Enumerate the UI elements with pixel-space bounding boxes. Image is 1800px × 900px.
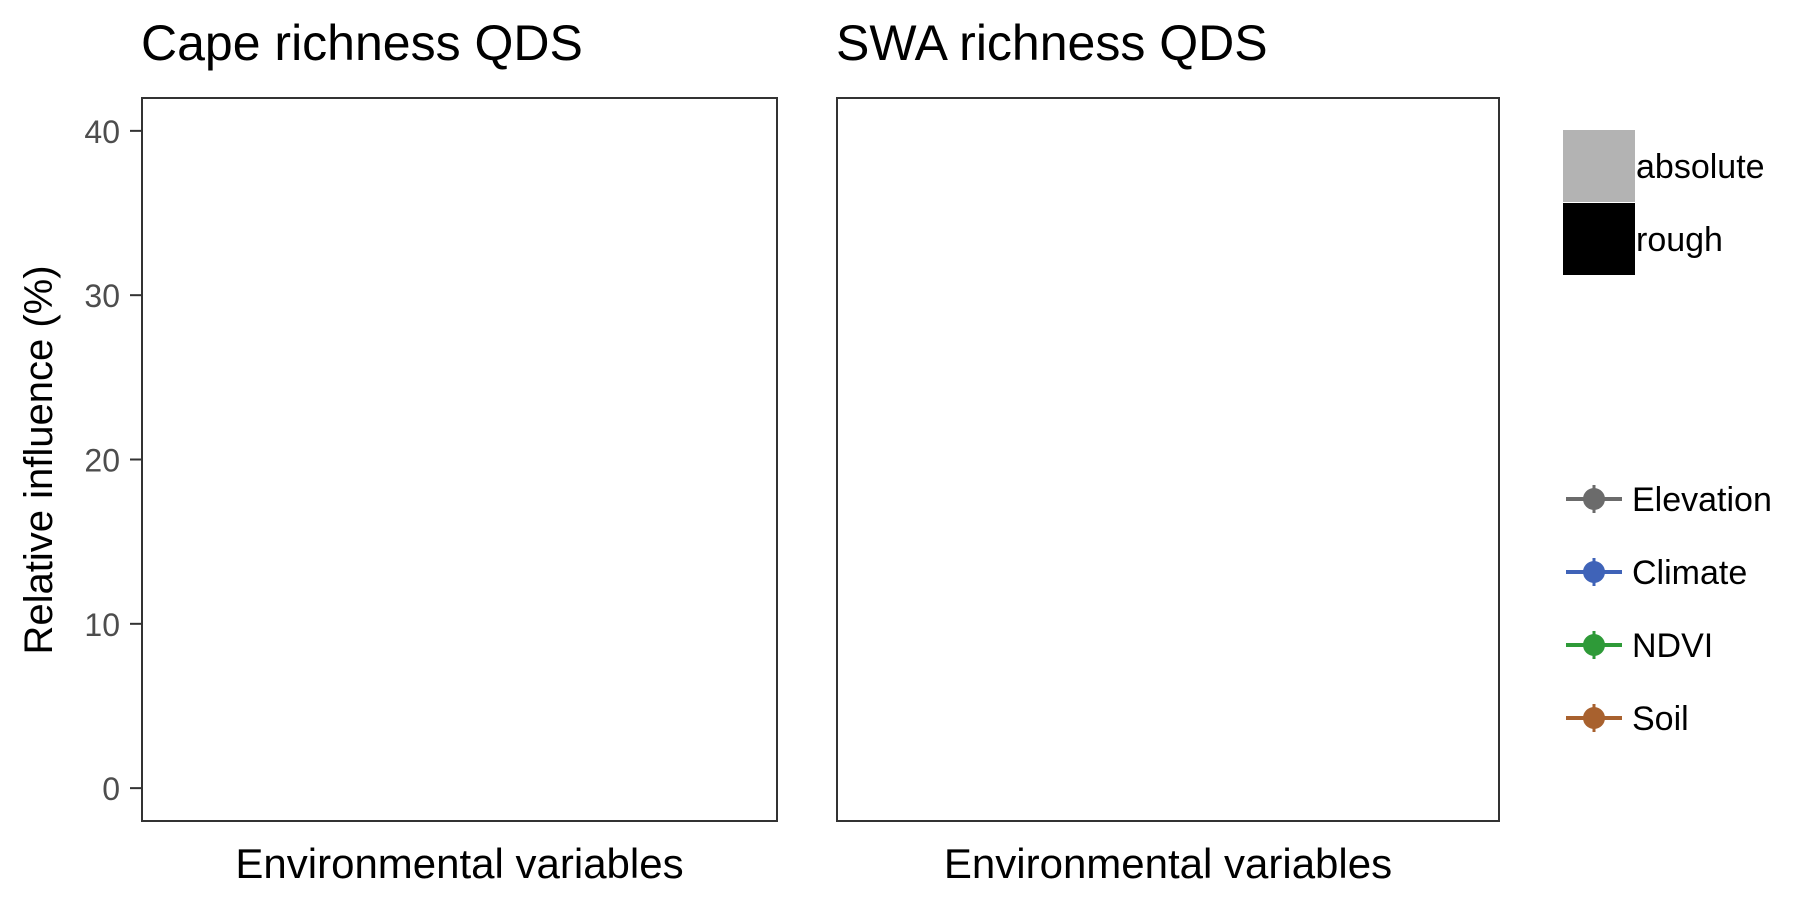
plot-area-cape xyxy=(141,97,778,822)
legend-fill-key-absolute xyxy=(1563,130,1635,202)
legend-fill-label-rough: rough xyxy=(1636,221,1723,259)
legend-point-soil xyxy=(1583,707,1605,729)
panel-swa: SWA richness QDS Environmental variables xyxy=(836,15,1500,887)
y-axis-label: Relative influence (%) xyxy=(17,265,61,654)
panel-title-swa: SWA richness QDS xyxy=(836,15,1268,71)
legend: absolute rough Elevation Climate NDVI Soil xyxy=(1563,130,1772,738)
legend-fill-label-absolute: absolute xyxy=(1636,148,1765,186)
legend-point-ndvi xyxy=(1583,634,1605,656)
y-tick-label: 0 xyxy=(102,771,120,807)
y-tick-label: 40 xyxy=(84,114,120,150)
legend-point-climate xyxy=(1583,561,1605,583)
legend-label-soil: Soil xyxy=(1632,700,1689,738)
y-axis-cape: 0 10 20 30 40 xyxy=(84,114,142,807)
legend-fill-key-rough xyxy=(1563,203,1635,275)
y-tick-label: 30 xyxy=(84,278,120,314)
panel-title-cape: Cape richness QDS xyxy=(141,15,583,71)
plot-area-swa xyxy=(836,97,1500,822)
legend-label-ndvi: NDVI xyxy=(1632,627,1713,665)
x-axis-label-cape: Environmental variables xyxy=(235,840,683,887)
legend-point-elevation xyxy=(1583,488,1605,510)
panel-cape: Cape richness QDS 0 10 20 30 40 Environmenta… xyxy=(84,15,778,887)
y-tick-label: 20 xyxy=(84,443,120,479)
x-axis-label-swa: Environmental variables xyxy=(944,840,1392,887)
y-tick-label: 10 xyxy=(84,607,120,643)
legend-label-elevation: Elevation xyxy=(1632,481,1772,519)
legend-label-climate: Climate xyxy=(1632,554,1747,592)
